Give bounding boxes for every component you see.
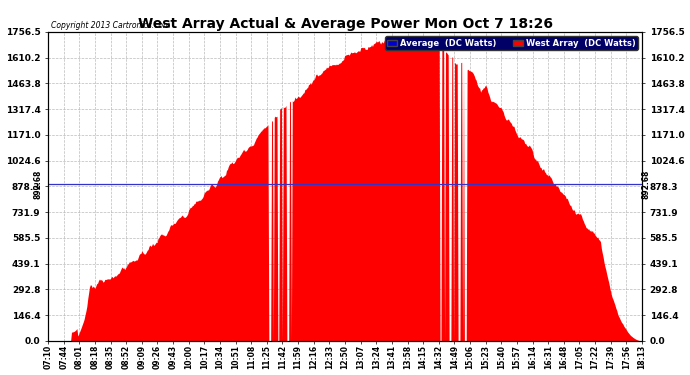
Text: 892.68: 892.68 [642, 169, 651, 199]
Title: West Array Actual & Average Power Mon Oct 7 18:26: West Array Actual & Average Power Mon Oc… [137, 17, 553, 31]
Text: Copyright 2013 Cartronics.com: Copyright 2013 Cartronics.com [51, 21, 170, 30]
Text: 892.68: 892.68 [33, 169, 42, 199]
Legend: Average  (DC Watts), West Array  (DC Watts): Average (DC Watts), West Array (DC Watts… [385, 36, 638, 50]
